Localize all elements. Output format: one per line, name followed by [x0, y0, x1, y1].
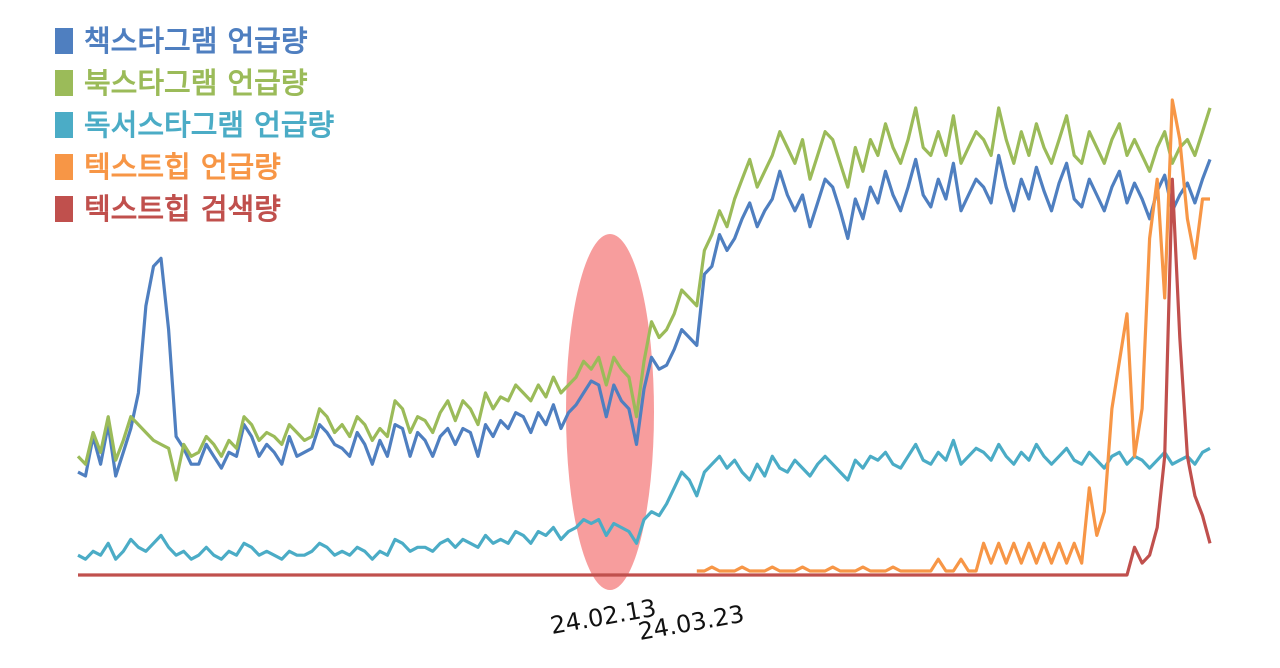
x-tick-labels: 24.02.13 24.03.23 [548, 594, 746, 646]
series-line-5 [78, 177, 1212, 577]
legend-swatch-4 [55, 154, 73, 180]
legend-label-3: 독서스타그램 언급량 [84, 108, 335, 142]
legend-label-5: 텍스트힙 검색량 [84, 192, 281, 226]
legend-swatch-5 [55, 196, 73, 222]
series-line-3 [77, 438, 1211, 561]
legend-label-4: 텍스트힙 언급량 [84, 150, 281, 184]
series-line-2 [76, 106, 1212, 482]
legend-label-2: 북스타그램 언급량 [84, 66, 308, 100]
legend-swatch-2 [55, 70, 73, 96]
series-line-1 [77, 153, 1212, 478]
series-layer [76, 98, 1212, 577]
highlight-ellipse [566, 234, 654, 590]
series-line-4 [696, 98, 1210, 573]
legend-label-1: 책스타그램 언급량 [84, 24, 308, 58]
legend-swatch-3 [55, 112, 73, 138]
legend-swatch-1 [55, 28, 73, 54]
